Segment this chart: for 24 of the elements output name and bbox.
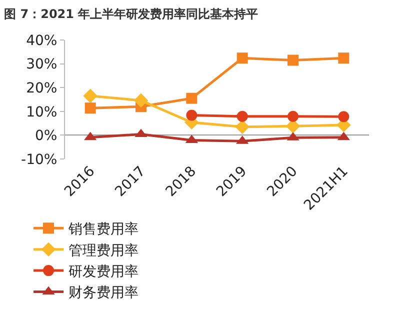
point [134,93,148,108]
point [186,92,198,104]
point [338,52,350,64]
point [236,52,248,64]
chart-title: 图 7：2021 年上半年研发费用率同比基本持平 [4,7,258,21]
legend-label: 销售费用率 [68,222,139,238]
point [288,110,298,122]
y-tick-label: 20% [26,80,58,96]
legend-label: 研发费用率 [68,264,139,280]
legend-label: 财务费用率 [68,285,139,302]
y-tick-label: 10% [26,104,58,120]
point [236,110,248,122]
y-tick-label: 40% [26,32,58,49]
point [286,119,300,134]
legend-label: 管理费用率 [68,242,139,259]
point [84,102,96,114]
y-tick-label: -10% [21,152,58,168]
y-tick-label: 30% [26,56,58,73]
point [338,111,350,122]
y-tick-label: 0% [34,128,58,144]
point [83,88,98,104]
point [235,120,250,134]
point [186,110,198,121]
point [288,54,298,66]
